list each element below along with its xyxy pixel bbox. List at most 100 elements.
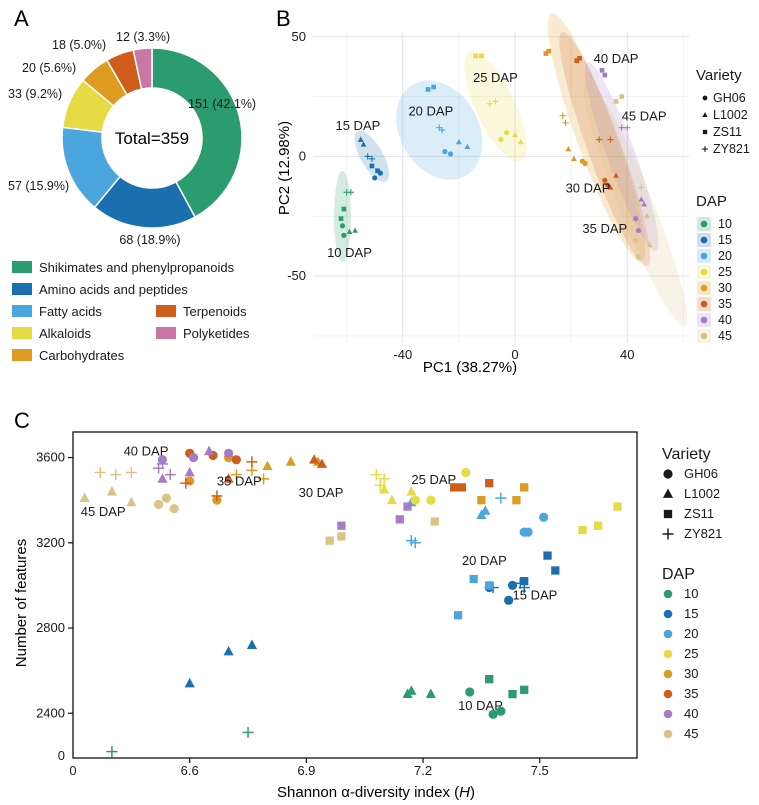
legend-dap-dot xyxy=(663,649,673,659)
pca-ellipse xyxy=(559,32,651,267)
legend-dap-label: 20 xyxy=(718,249,732,263)
diversity-point xyxy=(469,574,478,584)
pca-point xyxy=(635,227,642,234)
pca-point xyxy=(633,216,639,222)
legend-entry: Amino acids and peptides xyxy=(39,282,188,297)
diversity-point xyxy=(188,452,199,463)
diversity-point xyxy=(125,466,137,479)
legend-dap-label: 40 xyxy=(718,313,732,327)
diversity-point xyxy=(337,521,346,530)
diversity-point xyxy=(461,467,471,478)
legend-swatch xyxy=(156,305,176,317)
legend-entry: Terpenoids xyxy=(183,304,247,319)
pca-ellipse xyxy=(584,61,659,251)
diversity-point xyxy=(425,688,436,698)
legend-dap-dot xyxy=(700,268,708,276)
pca-group-label: 45 DAP xyxy=(622,109,667,124)
diversity-point xyxy=(406,685,417,695)
pca-point xyxy=(571,155,577,162)
diversity-point xyxy=(520,483,529,492)
diversity-x-origin: 0 xyxy=(69,763,76,778)
legend-swatch xyxy=(12,305,32,317)
diversity-point xyxy=(153,499,164,510)
diversity-x-tick: 7.2 xyxy=(414,763,432,778)
diversity-group-label: 10 DAP xyxy=(458,698,503,713)
diversity-point xyxy=(106,746,118,758)
donut-slice-label: 57 (15.9%) xyxy=(8,179,69,193)
pca-point xyxy=(479,53,484,59)
diversity-x-tick: 6.9 xyxy=(297,763,315,778)
legend-dap-dot xyxy=(700,300,708,308)
diversity-y-tick: 2400 xyxy=(36,705,65,720)
diversity-point xyxy=(477,496,486,505)
pca-point xyxy=(543,51,549,56)
pca-point xyxy=(486,100,493,107)
legend-variety-label: ZS11 xyxy=(684,506,714,521)
diversity-point xyxy=(378,473,390,485)
donut-slice-label: 20 (5.6%) xyxy=(22,61,76,75)
legend-variety-marker xyxy=(662,528,674,540)
diversity-point xyxy=(613,502,622,511)
legend-variety-marker xyxy=(702,112,708,118)
pca-point xyxy=(613,99,619,104)
pca-point xyxy=(464,143,471,150)
diversity-point xyxy=(386,494,398,505)
diversity-point xyxy=(578,525,587,535)
pca-x-tick: 0 xyxy=(511,347,518,362)
diversity-point xyxy=(406,486,417,496)
diversity-point xyxy=(106,486,117,496)
pca-point xyxy=(641,201,647,207)
legend-dap-label: 45 xyxy=(718,329,732,343)
diversity-point xyxy=(508,689,517,699)
pca-point xyxy=(624,124,631,131)
donut-slice-label: 12 (3.3%) xyxy=(116,30,170,44)
legend-variety-title: Variety xyxy=(662,446,711,463)
pca-point xyxy=(562,119,569,127)
legend-dap-label: 10 xyxy=(718,217,732,231)
legend-dap-dot xyxy=(700,284,708,292)
diversity-y-tick: 3200 xyxy=(36,535,65,550)
legend-dap-dot xyxy=(663,729,673,739)
legend-dap-dot xyxy=(663,589,673,599)
diversity-plot: 40 DAP 35 DAP 30 DAP 45 DAP 25 DAP 20 DAP 15 D… xyxy=(36,431,638,778)
pca-point xyxy=(352,227,358,233)
diversity-point xyxy=(110,469,122,481)
legend-variety-label: ZY821 xyxy=(684,526,722,541)
diversity-point xyxy=(79,492,90,502)
donut-slice xyxy=(151,47,243,219)
diversity-xlabel-close: ) xyxy=(470,784,475,801)
panel-label-c: C xyxy=(14,408,30,433)
diversity-point xyxy=(223,473,234,483)
diversity-point xyxy=(223,448,234,458)
pca-group-label: 40 DAP xyxy=(594,51,639,66)
legend-swatch xyxy=(12,283,32,295)
legend-dap-dot xyxy=(663,609,673,619)
pca-point xyxy=(338,216,344,221)
pca-x-tick: -40 xyxy=(393,347,412,362)
legend-dap-dot xyxy=(700,236,708,244)
donut-slice-label: 18 (5.0%) xyxy=(52,38,106,52)
pca-point xyxy=(347,189,355,196)
panel-label-b: B xyxy=(276,6,291,31)
diversity-point xyxy=(285,456,296,466)
legend-dap-label: 25 xyxy=(684,646,698,661)
pca-group-label: 25 DAP xyxy=(473,70,518,85)
diversity-point xyxy=(374,479,386,491)
pca-point xyxy=(473,53,479,59)
pca-point xyxy=(633,237,639,243)
pca-point xyxy=(375,168,380,174)
diversity-point xyxy=(450,483,459,492)
pca-point xyxy=(517,138,524,145)
legend-dap-label: 20 xyxy=(684,626,698,641)
diversity-point xyxy=(230,469,242,481)
diversity-point xyxy=(156,458,168,470)
diversity-xlabel-italic: H xyxy=(459,784,470,801)
diversity-x-tick: 7.5 xyxy=(531,763,549,778)
legend-variety-label: L1002 xyxy=(684,486,720,501)
legend-dap-label: 30 xyxy=(718,281,732,295)
pca-y-tick: 0 xyxy=(299,148,306,163)
legend-variety-marker xyxy=(662,488,674,498)
legend-variety-marker xyxy=(702,95,708,101)
diversity-point xyxy=(94,466,106,479)
legend-entry: Shikimates and phenylpropanoids xyxy=(39,260,235,275)
